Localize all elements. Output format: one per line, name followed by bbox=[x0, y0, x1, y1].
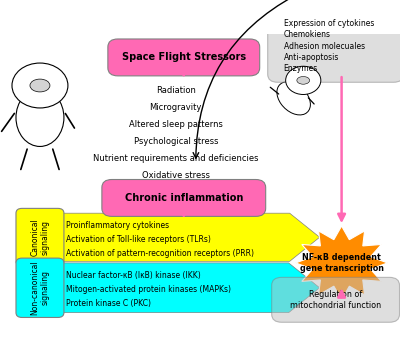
Text: Radiation: Radiation bbox=[156, 86, 196, 94]
FancyBboxPatch shape bbox=[268, 2, 400, 82]
FancyArrowPatch shape bbox=[308, 98, 314, 104]
FancyBboxPatch shape bbox=[16, 208, 64, 266]
Polygon shape bbox=[60, 263, 320, 313]
FancyBboxPatch shape bbox=[102, 180, 266, 217]
Text: Canonical
signaling: Canonical signaling bbox=[30, 218, 50, 256]
Text: Mitogen-activated protein kinases (MAPKs): Mitogen-activated protein kinases (MAPKs… bbox=[66, 285, 231, 294]
FancyArrowPatch shape bbox=[65, 114, 74, 128]
Text: Proinflammatory cytokines: Proinflammatory cytokines bbox=[66, 221, 169, 230]
FancyArrowPatch shape bbox=[21, 149, 27, 169]
Text: Microgravity: Microgravity bbox=[150, 103, 202, 111]
Text: Space Flight Stressors: Space Flight Stressors bbox=[122, 53, 246, 62]
Text: Regulation of
mitochondrial function: Regulation of mitochondrial function bbox=[290, 290, 381, 310]
Text: Altered sleep patterns: Altered sleep patterns bbox=[129, 120, 223, 129]
Text: Oxidative stress: Oxidative stress bbox=[142, 170, 210, 180]
Ellipse shape bbox=[297, 77, 310, 84]
FancyArrowPatch shape bbox=[270, 87, 279, 94]
Polygon shape bbox=[60, 213, 320, 261]
Ellipse shape bbox=[16, 89, 64, 147]
Text: Activation of Toll-like receptors (TLRs): Activation of Toll-like receptors (TLRs) bbox=[66, 235, 211, 244]
Text: Nutrient requirements and deficiencies: Nutrient requirements and deficiencies bbox=[93, 153, 258, 163]
Ellipse shape bbox=[277, 82, 310, 115]
Text: Expression of cytokines: Expression of cytokines bbox=[284, 19, 374, 28]
FancyBboxPatch shape bbox=[272, 277, 400, 322]
Text: Protein kinase C (PKC): Protein kinase C (PKC) bbox=[66, 299, 151, 307]
FancyArrowPatch shape bbox=[53, 149, 59, 169]
Text: Chemokiens: Chemokiens bbox=[284, 30, 331, 39]
Ellipse shape bbox=[30, 79, 50, 92]
Text: NF-κB dependent
gene transcription: NF-κB dependent gene transcription bbox=[300, 253, 384, 273]
Text: Chronic inflammation: Chronic inflammation bbox=[124, 193, 243, 203]
Text: Psychological stress: Psychological stress bbox=[134, 137, 218, 146]
Polygon shape bbox=[296, 226, 388, 300]
FancyArrowPatch shape bbox=[2, 114, 14, 131]
Text: Enzymes: Enzymes bbox=[284, 64, 318, 73]
FancyBboxPatch shape bbox=[16, 258, 64, 317]
Text: Nuclear factor-κB (IκB) kinase (IKK): Nuclear factor-κB (IκB) kinase (IKK) bbox=[66, 271, 201, 280]
FancyBboxPatch shape bbox=[108, 39, 260, 76]
Text: Anti-apoptosis: Anti-apoptosis bbox=[284, 53, 339, 62]
Text: Non-canonical
signaling: Non-canonical signaling bbox=[30, 261, 50, 315]
Circle shape bbox=[12, 63, 68, 108]
Text: Adhesion molecuales: Adhesion molecuales bbox=[284, 42, 365, 50]
Circle shape bbox=[286, 66, 321, 94]
Text: Activation of pattern-recognition receptors (PRR): Activation of pattern-recognition recept… bbox=[66, 249, 254, 258]
